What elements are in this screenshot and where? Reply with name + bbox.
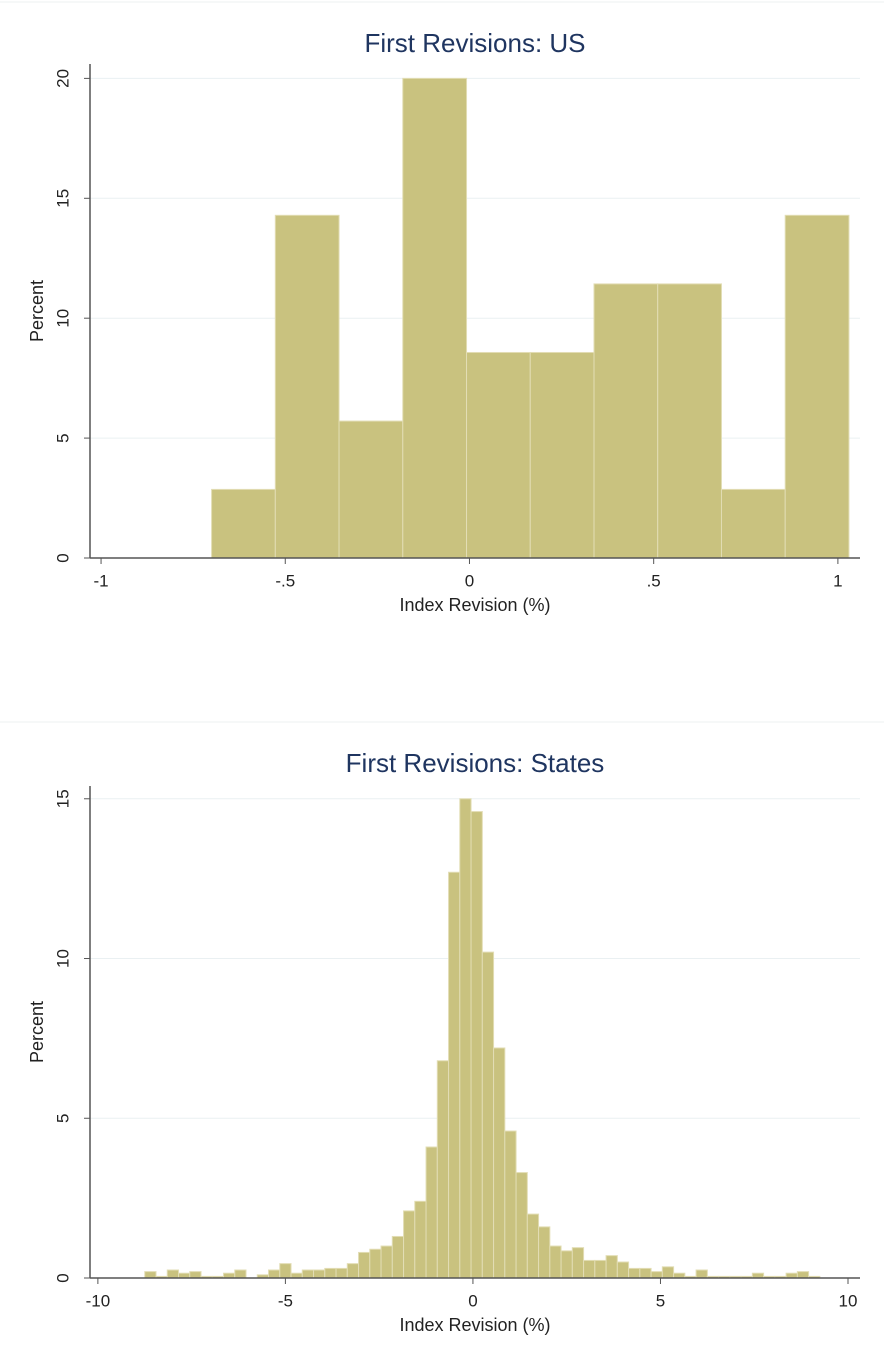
- x-tick-label: 0: [468, 1291, 477, 1310]
- bar: [720, 488, 786, 559]
- bar: [234, 1269, 247, 1279]
- x-tick-label: -.5: [275, 571, 295, 590]
- bar: [166, 1269, 180, 1279]
- bar: [338, 420, 404, 559]
- bar: [459, 798, 472, 1279]
- bar: [346, 1263, 360, 1279]
- bar: [436, 1060, 450, 1279]
- x-axis-title: Index Revision (%): [399, 595, 550, 615]
- bar: [425, 1146, 438, 1279]
- bar: [571, 1247, 585, 1279]
- bar: [313, 1269, 326, 1279]
- bar: [211, 488, 276, 559]
- bar: [549, 1245, 562, 1279]
- bar: [605, 1255, 618, 1279]
- bar: [268, 1269, 281, 1279]
- y-tick-label: 10: [53, 949, 72, 968]
- y-tick-label: 20: [53, 69, 72, 88]
- y-tick-label: 15: [53, 789, 72, 808]
- bar: [274, 214, 340, 559]
- x-tick-label: 5: [656, 1291, 665, 1310]
- bar: [402, 77, 468, 559]
- y-tick-label: 5: [53, 1114, 72, 1123]
- x-tick-label: .5: [647, 571, 661, 590]
- x-axis-title: Index Revision (%): [399, 1315, 550, 1335]
- bar: [493, 1047, 506, 1279]
- chart-title: First Revisions: US: [364, 28, 585, 58]
- bar: [504, 1130, 517, 1279]
- y-tick-label: 0: [53, 553, 72, 562]
- bar: [324, 1267, 337, 1279]
- bar: [695, 1269, 708, 1279]
- x-tick-label: 10: [839, 1291, 858, 1310]
- x-tick-label: 0: [465, 571, 474, 590]
- bar: [529, 351, 595, 559]
- bar: [279, 1263, 292, 1279]
- bar: [639, 1267, 652, 1279]
- y-tick-label: 0: [53, 1273, 72, 1282]
- y-tick-label: 5: [53, 433, 72, 442]
- bar: [796, 1271, 810, 1279]
- y-axis-title: Percent: [27, 280, 47, 342]
- y-tick-label: 10: [53, 309, 72, 328]
- bar: [661, 1266, 675, 1279]
- x-tick-label: 1: [833, 571, 842, 590]
- bar: [616, 1261, 630, 1279]
- bar: [594, 1259, 607, 1279]
- bar: [784, 214, 850, 559]
- bar: [414, 1200, 427, 1279]
- x-tick-label: -1: [93, 571, 108, 590]
- bar: [470, 811, 483, 1279]
- y-tick-label: 15: [53, 189, 72, 208]
- bar: [391, 1235, 405, 1279]
- bar: [538, 1226, 551, 1279]
- bar: [403, 1210, 416, 1279]
- x-tick-label: -10: [86, 1291, 111, 1310]
- bar: [466, 351, 531, 559]
- bar: [301, 1269, 315, 1279]
- bar: [515, 1172, 528, 1279]
- bar: [628, 1267, 641, 1279]
- bar: [335, 1267, 348, 1279]
- bar: [650, 1271, 663, 1279]
- bar: [189, 1271, 202, 1279]
- chart-title: First Revisions: States: [346, 748, 605, 778]
- bar: [358, 1251, 371, 1279]
- bar: [144, 1271, 157, 1279]
- bar: [657, 283, 722, 559]
- y-axis-title: Percent: [27, 1001, 47, 1063]
- bar: [583, 1259, 596, 1279]
- x-tick-label: -5: [278, 1291, 293, 1310]
- bar: [593, 283, 659, 559]
- bar: [526, 1213, 540, 1279]
- bar: [369, 1248, 382, 1279]
- bar: [481, 951, 495, 1279]
- bar: [560, 1250, 573, 1279]
- bar: [380, 1245, 393, 1279]
- bar: [448, 871, 461, 1279]
